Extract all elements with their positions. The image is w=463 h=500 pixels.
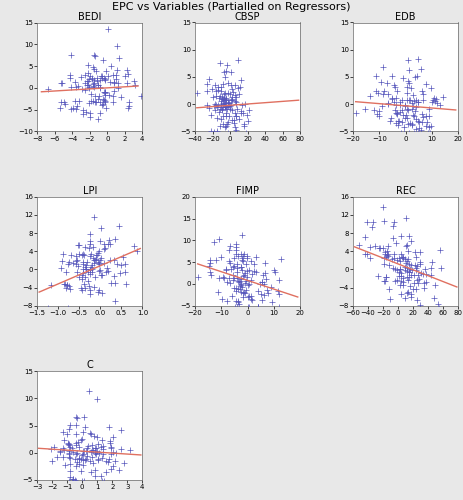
Title: CBSP: CBSP <box>235 12 261 22</box>
Title: REC: REC <box>396 186 416 196</box>
Title: FIMP: FIMP <box>236 186 259 196</box>
Title: BEDI: BEDI <box>78 12 101 22</box>
Title: EDB: EDB <box>395 12 416 22</box>
Title: LPI: LPI <box>82 186 97 196</box>
Title: C: C <box>86 360 93 370</box>
Text: EPC vs Variables (Partialled on Regressors): EPC vs Variables (Partialled on Regresso… <box>112 2 351 12</box>
